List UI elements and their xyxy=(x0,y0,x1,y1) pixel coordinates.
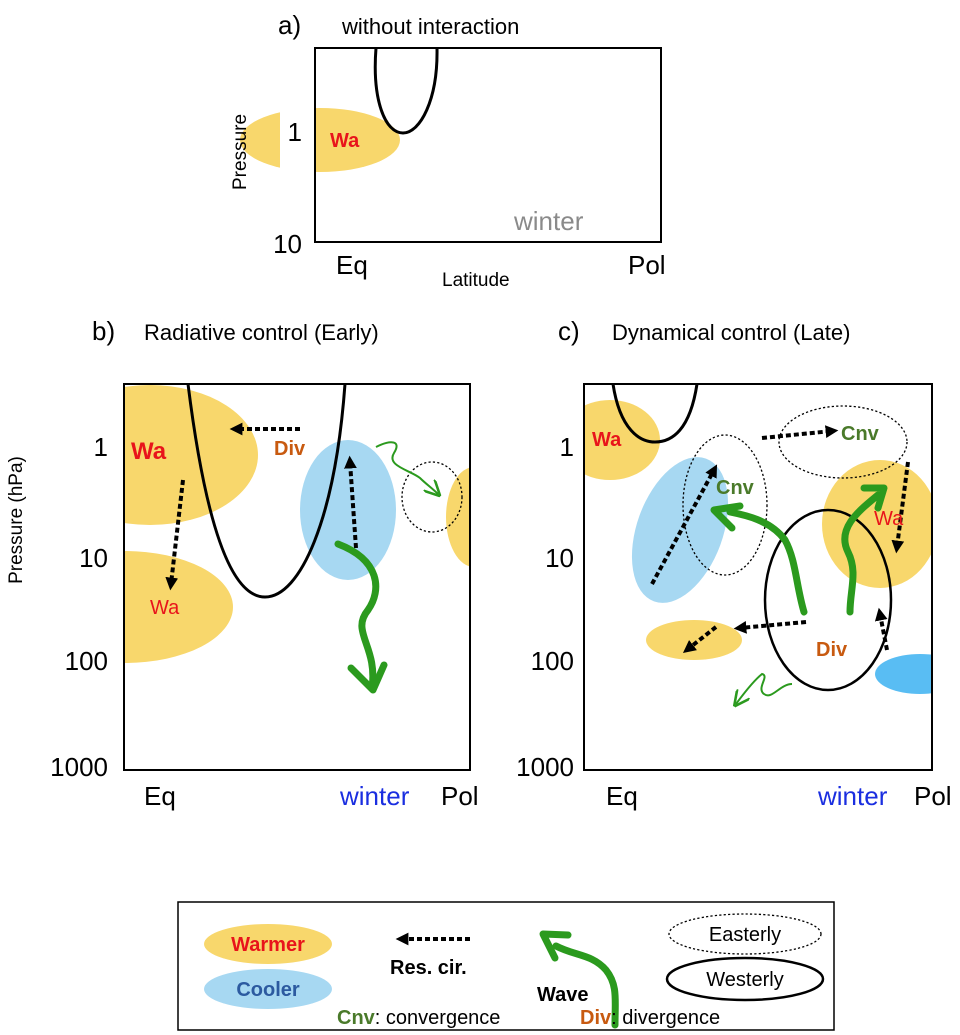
x-tick-pol: Pol xyxy=(441,781,479,811)
wave-arrow xyxy=(334,540,380,692)
panel-c-frame xyxy=(583,383,933,771)
x-tick-eq: Eq xyxy=(336,250,368,280)
legend-easterly-swatch xyxy=(668,913,822,955)
legend-cnv-entry: Cnv: convergence xyxy=(337,1007,500,1029)
thin-wave-arrow xyxy=(375,441,438,494)
legend-div-text: : divergence xyxy=(611,1007,720,1029)
div-label: Div xyxy=(816,639,848,661)
x-tick-eq: Eq xyxy=(144,781,176,811)
cool-region-polar xyxy=(875,654,932,694)
panel-b-y-label: Pressure (hPa) xyxy=(6,456,27,584)
panel-c-letter: c) xyxy=(558,316,580,346)
westerly-jet-curve xyxy=(186,383,347,599)
x-tick-eq: Eq xyxy=(606,781,638,811)
y-tick-1: 1 xyxy=(288,117,302,147)
warm-region-upper xyxy=(124,385,258,525)
x-tick-pol: Pol xyxy=(914,781,952,811)
panel-c-title: Dynamical control (Late) xyxy=(612,320,850,345)
warm-label: Wa xyxy=(330,130,360,152)
div-label: Div xyxy=(274,438,306,460)
easterly-contour-mid xyxy=(682,434,768,576)
cnv-label-top: Cnv xyxy=(841,423,880,445)
wave-arrow-right xyxy=(841,491,882,616)
res-circulation-arrow-top xyxy=(761,425,839,440)
x-tick-pol: Pol xyxy=(628,250,666,280)
cnv-label-mid: Cnv xyxy=(716,477,755,499)
res-circulation-arrow-equatorward xyxy=(733,620,807,634)
legend-cooler-swatch xyxy=(204,969,332,1009)
y-tick-1: 1 xyxy=(94,432,108,462)
legend-cooler-label: Cooler xyxy=(236,979,300,1001)
x-tick-winter: winter xyxy=(817,781,888,811)
y-tick-1000: 1000 xyxy=(50,752,108,782)
panel-b-letter: b) xyxy=(92,316,115,346)
res-circulation-arrow-ascent xyxy=(650,464,718,585)
legend-wave-arrow-head xyxy=(539,930,572,962)
westerly-jet-curve xyxy=(373,47,439,135)
res-circulation-arrow-descent xyxy=(891,461,910,554)
y-tick-100: 100 xyxy=(65,646,108,676)
frame-mask xyxy=(280,100,315,180)
wave-arrow-right-head xyxy=(860,484,888,512)
res-circulation-arrow-right xyxy=(874,607,889,651)
y-tick-10: 10 xyxy=(545,543,574,573)
warm-region xyxy=(240,108,400,172)
thin-wave-arrow xyxy=(736,672,793,704)
warm-label-upper: Wa xyxy=(592,429,622,451)
legend-div-entry: Div: divergence xyxy=(580,1007,720,1029)
wave-arrow-left xyxy=(726,508,808,616)
res-circulation-arrow-ascent xyxy=(344,455,358,549)
warm-label-lower: Wa xyxy=(150,597,180,619)
legend: Warmer Cooler Res. cir. Wave Easterly We… xyxy=(177,901,835,1031)
panel-a: a) without interaction Wa winter Pressur… xyxy=(230,10,666,291)
panel-c: c) Dynamical control (Late) Wa Wa xyxy=(516,316,952,811)
wave-arrow-head xyxy=(347,661,388,694)
warm-region-upper xyxy=(584,400,660,480)
winter-label: winter xyxy=(513,206,584,236)
panel-a-title: without interaction xyxy=(341,14,519,39)
panel-a-y-label: Pressure xyxy=(230,114,251,190)
legend-cnv-text: : convergence xyxy=(375,1007,501,1029)
legend-div-abbr: Div xyxy=(580,1007,612,1029)
warm-region-polar xyxy=(446,467,470,567)
legend-westerly-swatch xyxy=(665,956,825,1002)
panel-b: b) Radiative control (Early) Wa Wa Div P… xyxy=(6,316,479,811)
res-circulation-arrow-descent xyxy=(165,479,185,591)
panel-a-x-label: Latitude xyxy=(442,270,510,291)
x-tick-winter: winter xyxy=(339,781,410,811)
legend-westerly-label: Westerly xyxy=(706,969,783,991)
panel-a-letter: a) xyxy=(278,10,301,40)
y-tick-1: 1 xyxy=(560,432,574,462)
wave-arrow-left-head xyxy=(710,502,744,532)
warm-region-small xyxy=(646,620,742,660)
warm-label-right: Wa xyxy=(874,508,904,530)
easterly-contour-top xyxy=(778,405,908,479)
legend-easterly-label: Easterly xyxy=(709,924,781,946)
res-circulation-arrow-small xyxy=(682,625,718,653)
legend-wave-label: Wave xyxy=(537,984,589,1006)
westerly-jet-curve-upper xyxy=(611,383,699,444)
warm-label-upper: Wa xyxy=(131,438,167,465)
legend-box xyxy=(177,901,835,1031)
legend-warmer-swatch xyxy=(204,924,332,964)
legend-warmer-label: Warmer xyxy=(231,934,305,956)
legend-cnv-abbr: Cnv xyxy=(337,1007,376,1029)
y-tick-1000: 1000 xyxy=(516,752,574,782)
cool-region xyxy=(300,440,396,580)
y-tick-100: 100 xyxy=(531,646,574,676)
westerly-contour xyxy=(763,508,893,692)
y-tick-10: 10 xyxy=(273,229,302,259)
y-tick-10: 10 xyxy=(79,543,108,573)
panel-b-title: Radiative control (Early) xyxy=(144,320,379,345)
legend-res-cir-label: Res. cir. xyxy=(390,957,467,979)
legend-wave-arrow xyxy=(552,942,619,1029)
easterly-contour xyxy=(401,461,463,533)
panel-a-frame-edge xyxy=(314,47,662,243)
panel-b-frame xyxy=(123,383,471,771)
warm-region-lower xyxy=(124,551,233,663)
